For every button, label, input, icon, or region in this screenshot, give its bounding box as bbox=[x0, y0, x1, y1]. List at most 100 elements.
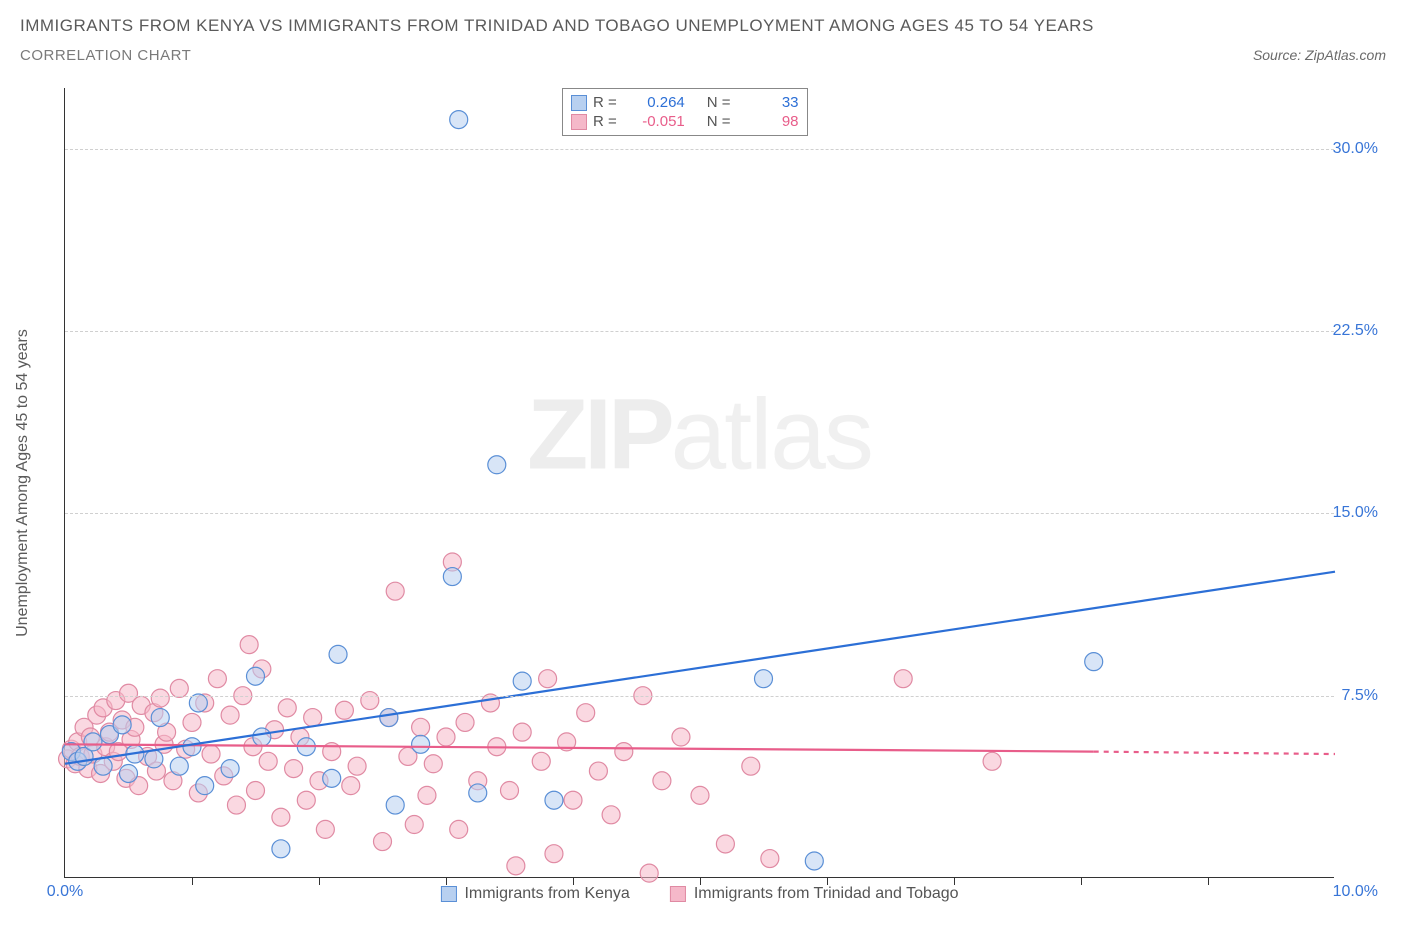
scatter-point bbox=[691, 786, 709, 804]
scatter-point bbox=[469, 784, 487, 802]
y-tick-label: 15.0% bbox=[1333, 504, 1378, 522]
chart-container: ZIPatlas R = 0.264 N = 33 R = -0.051 N =… bbox=[64, 88, 1378, 878]
scatter-point bbox=[450, 820, 468, 838]
x-tick bbox=[1208, 877, 1209, 885]
scatter-point bbox=[272, 840, 290, 858]
scatter-point bbox=[716, 835, 734, 853]
n-value-series2: 98 bbox=[737, 113, 799, 130]
scatter-point bbox=[196, 777, 214, 795]
scatter-point bbox=[285, 760, 303, 778]
scatter-point bbox=[297, 791, 315, 809]
n-label: N = bbox=[707, 113, 731, 130]
x-tick bbox=[1081, 877, 1082, 885]
legend-swatch-series2 bbox=[670, 886, 686, 902]
scatter-point bbox=[564, 791, 582, 809]
legend-swatch-series1 bbox=[440, 886, 456, 902]
x-tick bbox=[319, 877, 320, 885]
x-tick bbox=[954, 877, 955, 885]
scatter-point bbox=[145, 750, 163, 768]
scatter-point bbox=[805, 852, 823, 870]
stats-row-series1: R = 0.264 N = 33 bbox=[571, 93, 799, 112]
scatter-point bbox=[443, 568, 461, 586]
scatter-point bbox=[761, 850, 779, 868]
x-tick bbox=[827, 877, 828, 885]
scatter-point bbox=[424, 755, 442, 773]
correlation-stats-box: R = 0.264 N = 33 R = -0.051 N = 98 bbox=[562, 88, 808, 136]
scatter-point bbox=[640, 864, 658, 882]
x-tick bbox=[700, 877, 701, 885]
scatter-point bbox=[545, 791, 563, 809]
scatter-point bbox=[342, 777, 360, 795]
gridline bbox=[65, 331, 1334, 332]
scatter-point bbox=[374, 833, 392, 851]
y-tick-label: 22.5% bbox=[1333, 322, 1378, 340]
chart-header: IMMIGRANTS FROM KENYA VS IMMIGRANTS FROM… bbox=[0, 0, 1406, 64]
scatter-point bbox=[456, 713, 474, 731]
scatter-point bbox=[539, 670, 557, 688]
x-origin-label: 0.0% bbox=[47, 883, 83, 901]
legend-item-series2: Immigrants from Trinidad and Tobago bbox=[670, 885, 959, 903]
chart-title: IMMIGRANTS FROM KENYA VS IMMIGRANTS FROM… bbox=[20, 12, 1386, 39]
scatter-point bbox=[501, 781, 519, 799]
r-label: R = bbox=[593, 113, 617, 130]
scatter-point bbox=[84, 733, 102, 751]
trend-line bbox=[1094, 752, 1335, 754]
plot-area: ZIPatlas R = 0.264 N = 33 R = -0.051 N =… bbox=[64, 88, 1334, 878]
legend-label-series1: Immigrants from Kenya bbox=[464, 885, 629, 903]
scatter-point bbox=[170, 679, 188, 697]
n-value-series1: 33 bbox=[737, 94, 799, 111]
subtitle-row: CORRELATION CHART Source: ZipAtlas.com bbox=[20, 47, 1386, 64]
scatter-point bbox=[513, 672, 531, 690]
scatter-point bbox=[183, 713, 201, 731]
scatter-point bbox=[380, 709, 398, 727]
x-tick bbox=[446, 877, 447, 885]
chart-subtitle: CORRELATION CHART bbox=[20, 47, 191, 64]
swatch-series2 bbox=[571, 114, 587, 130]
scatter-point bbox=[894, 670, 912, 688]
scatter-point bbox=[412, 718, 430, 736]
scatter-point bbox=[589, 762, 607, 780]
scatter-point bbox=[323, 769, 341, 787]
y-tick-label: 30.0% bbox=[1333, 140, 1378, 158]
scatter-point bbox=[221, 706, 239, 724]
r-value-series2: -0.051 bbox=[623, 113, 685, 130]
n-label: N = bbox=[707, 94, 731, 111]
scatter-point bbox=[329, 645, 347, 663]
scatter-point bbox=[113, 716, 131, 734]
r-label: R = bbox=[593, 94, 617, 111]
scatter-point bbox=[247, 781, 265, 799]
scatter-point bbox=[170, 757, 188, 775]
legend-label-series2: Immigrants from Trinidad and Tobago bbox=[694, 885, 959, 903]
scatter-point bbox=[602, 806, 620, 824]
gridline bbox=[65, 696, 1334, 697]
swatch-series1 bbox=[571, 95, 587, 111]
scatter-point bbox=[151, 709, 169, 727]
scatter-point bbox=[361, 692, 379, 710]
scatter-point bbox=[208, 670, 226, 688]
scatter-point bbox=[386, 582, 404, 600]
scatter-point bbox=[437, 728, 455, 746]
x-tick bbox=[192, 877, 193, 885]
scatter-point bbox=[221, 760, 239, 778]
x-max-label: 10.0% bbox=[1333, 883, 1378, 901]
r-value-series1: 0.264 bbox=[623, 94, 685, 111]
scatter-plot-svg bbox=[65, 88, 1334, 877]
scatter-point bbox=[615, 743, 633, 761]
scatter-point bbox=[513, 723, 531, 741]
scatter-point bbox=[405, 816, 423, 834]
scatter-point bbox=[755, 670, 773, 688]
scatter-point bbox=[1085, 653, 1103, 671]
scatter-point bbox=[488, 456, 506, 474]
scatter-point bbox=[532, 752, 550, 770]
scatter-point bbox=[259, 752, 277, 770]
scatter-point bbox=[386, 796, 404, 814]
scatter-point bbox=[240, 636, 258, 654]
scatter-point bbox=[120, 764, 138, 782]
scatter-point bbox=[672, 728, 690, 746]
y-axis-label: Unemployment Among Ages 45 to 54 years bbox=[14, 329, 32, 637]
scatter-point bbox=[253, 728, 271, 746]
y-tick-label: 7.5% bbox=[1342, 687, 1378, 705]
scatter-point bbox=[742, 757, 760, 775]
scatter-point bbox=[507, 857, 525, 875]
scatter-point bbox=[412, 735, 430, 753]
